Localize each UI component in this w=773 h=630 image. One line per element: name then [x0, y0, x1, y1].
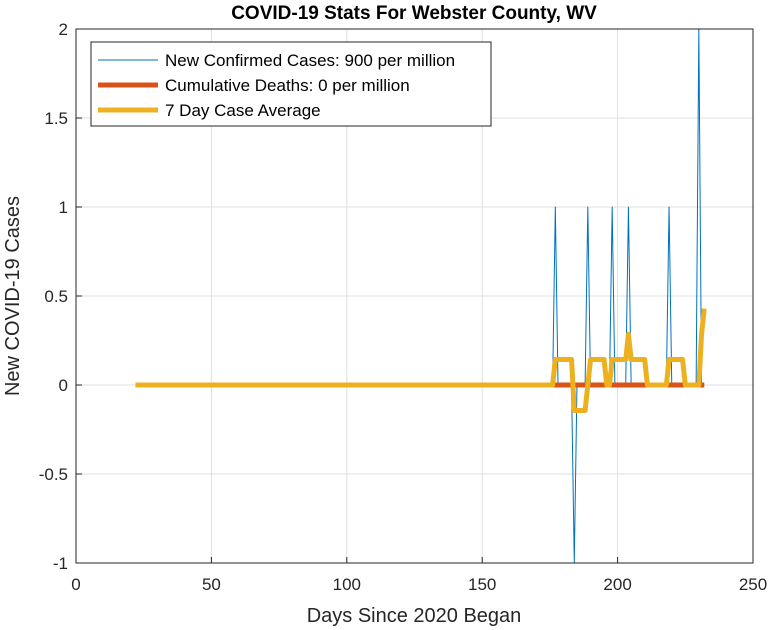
- y-axis-label: New COVID-19 Cases: [2, 196, 24, 396]
- legend: New Confirmed Cases: 900 per million Cumu…: [90, 41, 492, 127]
- legend-label: New Confirmed Cases: 900 per million: [165, 51, 455, 70]
- legend-item-cumulative-deaths: Cumulative Deaths: 0 per million: [98, 76, 410, 95]
- y-tick-label: -0.5: [39, 465, 68, 484]
- x-tick-label: 100: [333, 575, 361, 594]
- y-tick-label: 0: [59, 376, 68, 395]
- y-tick-label: 1: [59, 198, 68, 217]
- x-tick-label: 150: [468, 575, 496, 594]
- x-axis-label: Days Since 2020 Began: [307, 605, 522, 627]
- x-tick-label: 50: [202, 575, 221, 594]
- ticks: [75, 28, 754, 564]
- chart-title: COVID-19 Stats For Webster County, WV: [231, 3, 597, 24]
- x-tick-labels: 0 50 100 150 200 250: [71, 575, 767, 594]
- legend-item-new-cases: New Confirmed Cases: 900 per million: [98, 51, 455, 70]
- y-tick-label: 0.5: [44, 287, 68, 306]
- series-group: [135, 28, 707, 564]
- legend-item-seven-day-average: 7 Day Case Average: [98, 101, 321, 120]
- y-tick-labels: -1 -0.5 0 0.5 1 1.5 2: [39, 20, 68, 573]
- y-tick-label: -1: [53, 554, 68, 573]
- seven-day-average-line: [135, 308, 707, 413]
- x-tick-label: 0: [71, 575, 80, 594]
- legend-items: New Confirmed Cases: 900 per million Cumu…: [98, 51, 455, 120]
- legend-label: Cumulative Deaths: 0 per million: [165, 76, 410, 95]
- x-tick-label: 200: [603, 575, 631, 594]
- y-tick-label: 2: [59, 20, 68, 39]
- legend-label: 7 Day Case Average: [165, 101, 321, 120]
- x-tick-label: 250: [739, 575, 767, 594]
- y-tick-label: 1.5: [44, 109, 68, 128]
